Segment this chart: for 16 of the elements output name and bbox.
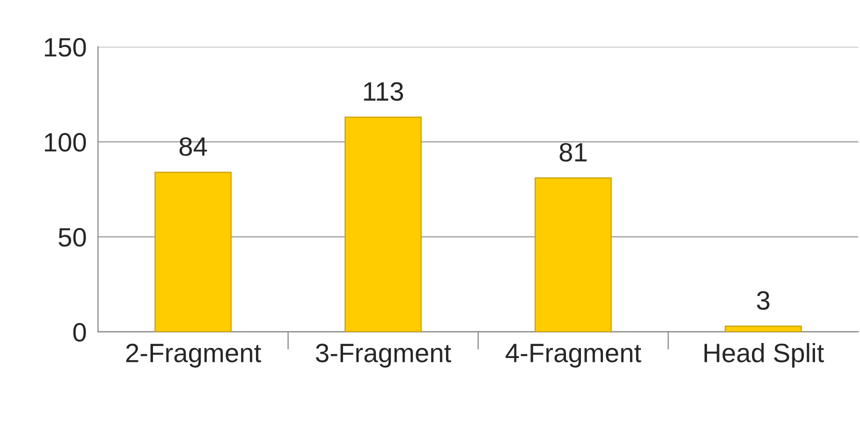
bar xyxy=(344,116,422,332)
y-tick-label: 0 xyxy=(73,322,86,342)
x-tick-label: 4-Fragment xyxy=(506,344,642,368)
data-label: 84 xyxy=(180,137,207,156)
x-tick-label: 3-Fragment xyxy=(316,344,452,368)
x-tick-label: 2-Fragment xyxy=(126,344,262,368)
y-tick-label: 150 xyxy=(44,38,86,57)
y-tick-label: 100 xyxy=(44,132,86,152)
data-label: 113 xyxy=(364,82,404,101)
bar xyxy=(534,177,612,332)
x-tick-label: Head Split xyxy=(704,342,824,368)
data-label: 81 xyxy=(560,142,587,162)
bar xyxy=(154,172,232,332)
data-label: 3 xyxy=(756,291,770,310)
bar xyxy=(724,326,802,332)
y-tick-label: 50 xyxy=(58,228,86,247)
